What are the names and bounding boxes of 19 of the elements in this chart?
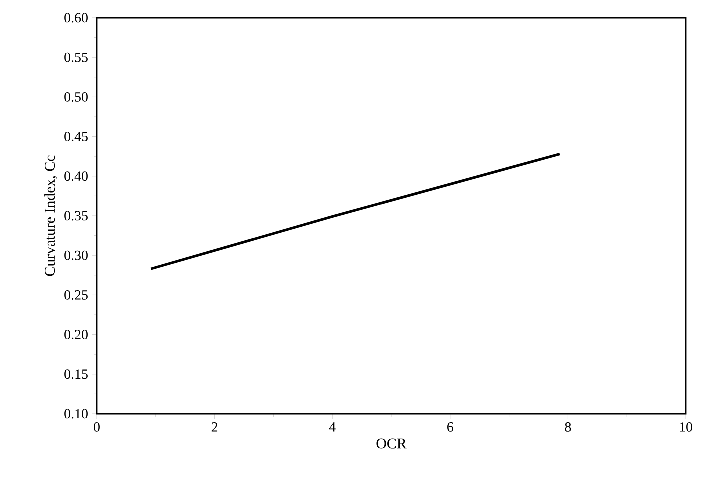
- y-tick-label: 0.45: [64, 132, 88, 142]
- y-axis-title: Curvature Index, Cc: [44, 156, 58, 276]
- y-tick-label: 0.55: [64, 52, 88, 62]
- y-tick-label: 0.50: [64, 92, 88, 102]
- x-tick-label: 6: [448, 422, 454, 432]
- x-tick-label: 8: [565, 422, 572, 432]
- x-tick-label: 2: [212, 422, 218, 432]
- y-tick-label: 0.20: [64, 330, 88, 340]
- y-tick-label: 0.10: [64, 409, 88, 419]
- y-tick-label: 0.35: [64, 211, 88, 221]
- x-axis-title: OCR: [376, 438, 407, 449]
- x-tick-label: 4: [329, 422, 336, 432]
- y-tick-label: 0.30: [64, 250, 88, 260]
- y-tick-label: 0.25: [64, 290, 88, 300]
- x-tick-label: 10: [680, 422, 692, 432]
- x-tick-label: 0: [94, 422, 100, 432]
- y-tick-label: 0.60: [64, 13, 88, 23]
- y-tick-label: 0.40: [64, 172, 88, 182]
- y-tick-label: 0.15: [64, 370, 88, 380]
